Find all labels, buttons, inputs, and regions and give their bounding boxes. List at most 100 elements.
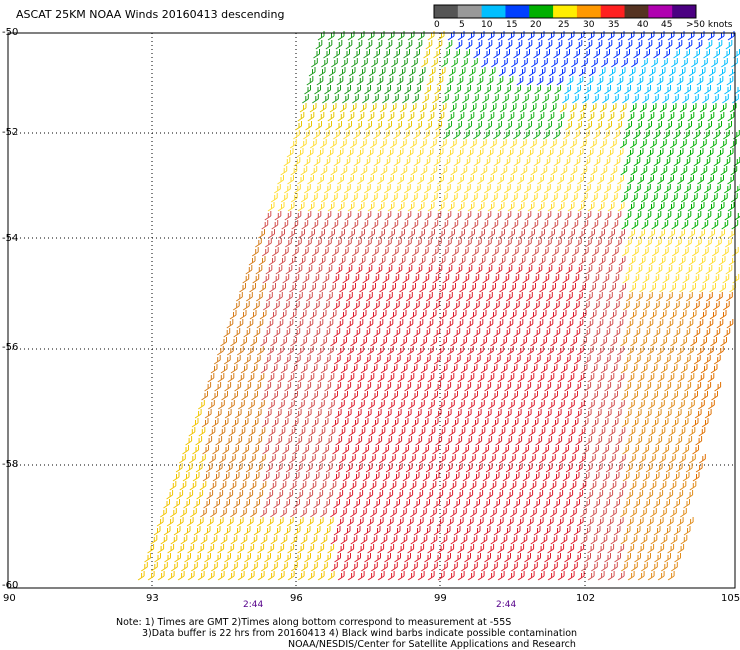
- wind-barb: [647, 112, 655, 122]
- wind-barb: [537, 346, 544, 356]
- wind-barb: [584, 211, 592, 221]
- wind-barb: [371, 391, 378, 401]
- wind-barb: [622, 472, 630, 482]
- wind-barb: [532, 94, 539, 104]
- wind-barb: [377, 112, 385, 122]
- wind-barb: [315, 265, 323, 275]
- wind-barb: [226, 319, 234, 329]
- wind-barb: [520, 364, 528, 374]
- wind-barb: [357, 202, 365, 212]
- wind-barb: [309, 454, 316, 464]
- wind-barb: [560, 166, 568, 176]
- wind-barb: [291, 220, 299, 230]
- wind-barb: [508, 427, 516, 437]
- wind-barb: [610, 535, 618, 545]
- wind-barb: [366, 319, 374, 329]
- wind-barb: [453, 526, 461, 536]
- wind-barb: [245, 265, 253, 275]
- wind-barb: [464, 553, 471, 563]
- wind-barb: [395, 463, 403, 473]
- wind-barb: [520, 508, 527, 518]
- wind-barb: [201, 562, 208, 572]
- wind-barb: [510, 508, 517, 518]
- wind-barb: [491, 220, 499, 230]
- wind-barb: [650, 508, 657, 518]
- wind-barb: [193, 526, 201, 536]
- wind-barb: [257, 544, 265, 554]
- wind-barb: [337, 544, 345, 554]
- wind-barb: [401, 220, 409, 230]
- wind-barb: [612, 274, 620, 284]
- wind-barb: [674, 553, 681, 563]
- wind-barb: [347, 571, 355, 581]
- wind-barb: [187, 571, 195, 581]
- wind-barb: [335, 121, 342, 131]
- wind-barb: [410, 166, 418, 176]
- wind-barb: [345, 238, 352, 248]
- wind-barb: [502, 301, 510, 311]
- wind-barb: [354, 211, 362, 221]
- wind-barb: [682, 301, 690, 311]
- lat-label-56: -56: [2, 342, 19, 353]
- wind-barb: [718, 256, 726, 266]
- wind-barb: [621, 247, 629, 257]
- wind-barb: [381, 418, 389, 428]
- wind-barb: [700, 193, 708, 203]
- wind-barb: [376, 292, 383, 302]
- wind-barb: [578, 400, 585, 410]
- wind-barb: [630, 166, 638, 176]
- wind-barb: [302, 445, 309, 455]
- wind-barb: [539, 283, 546, 293]
- wind-barb: [420, 337, 427, 347]
- wind-barb: [368, 229, 375, 239]
- wind-barb: [634, 409, 642, 419]
- colorbar-label-20: 20: [530, 20, 542, 30]
- wind-barb: [467, 112, 475, 122]
- wind-barb: [577, 346, 584, 356]
- wind-barb: [463, 157, 471, 167]
- wind-barb: [647, 544, 655, 554]
- wind-barb: [557, 175, 564, 185]
- wind-barb: [360, 535, 368, 545]
- wind-barb: [565, 463, 573, 473]
- wind-barb: [433, 526, 441, 536]
- wind-barb: [438, 256, 446, 266]
- wind-barb: [304, 184, 311, 194]
- wind-barb: [462, 445, 469, 455]
- wind-barb: [452, 94, 459, 104]
- wind-barb: [327, 373, 335, 383]
- wind-barb: [501, 220, 509, 230]
- wind-barb: [424, 85, 431, 95]
- wind-barb: [256, 292, 263, 302]
- wind-barb: [247, 544, 255, 554]
- wind-barb: [695, 436, 703, 446]
- wind-barb: [402, 94, 409, 104]
- wind-barb: [667, 112, 675, 122]
- wind-barb: [523, 130, 530, 140]
- wind-barb: [300, 166, 308, 176]
- wind-barb: [437, 544, 445, 554]
- wind-barb: [262, 445, 269, 455]
- wind-barb: [266, 292, 273, 302]
- wind-barb: [212, 445, 219, 455]
- wind-barb: [333, 526, 341, 536]
- wind-barb: [374, 85, 381, 95]
- wind-barb: [425, 40, 433, 50]
- wind-barb: [461, 247, 469, 257]
- wind-barb: [293, 328, 301, 338]
- wind-barb: [333, 328, 341, 338]
- wind-barb: [623, 328, 631, 338]
- wind-barb: [539, 103, 547, 113]
- wind-barb: [447, 112, 455, 122]
- wind-barb: [547, 544, 555, 554]
- wind-barb: [681, 247, 689, 257]
- wind-barb: [393, 499, 400, 509]
- wind-barb: [695, 40, 703, 50]
- wind-barb: [586, 148, 594, 158]
- wind-barb: [386, 490, 394, 500]
- wind-barb: [332, 472, 340, 482]
- wind-barb: [626, 490, 634, 500]
- wind-barb: [552, 94, 559, 104]
- wind-barb: [582, 301, 590, 311]
- wind-barb: [685, 265, 693, 275]
